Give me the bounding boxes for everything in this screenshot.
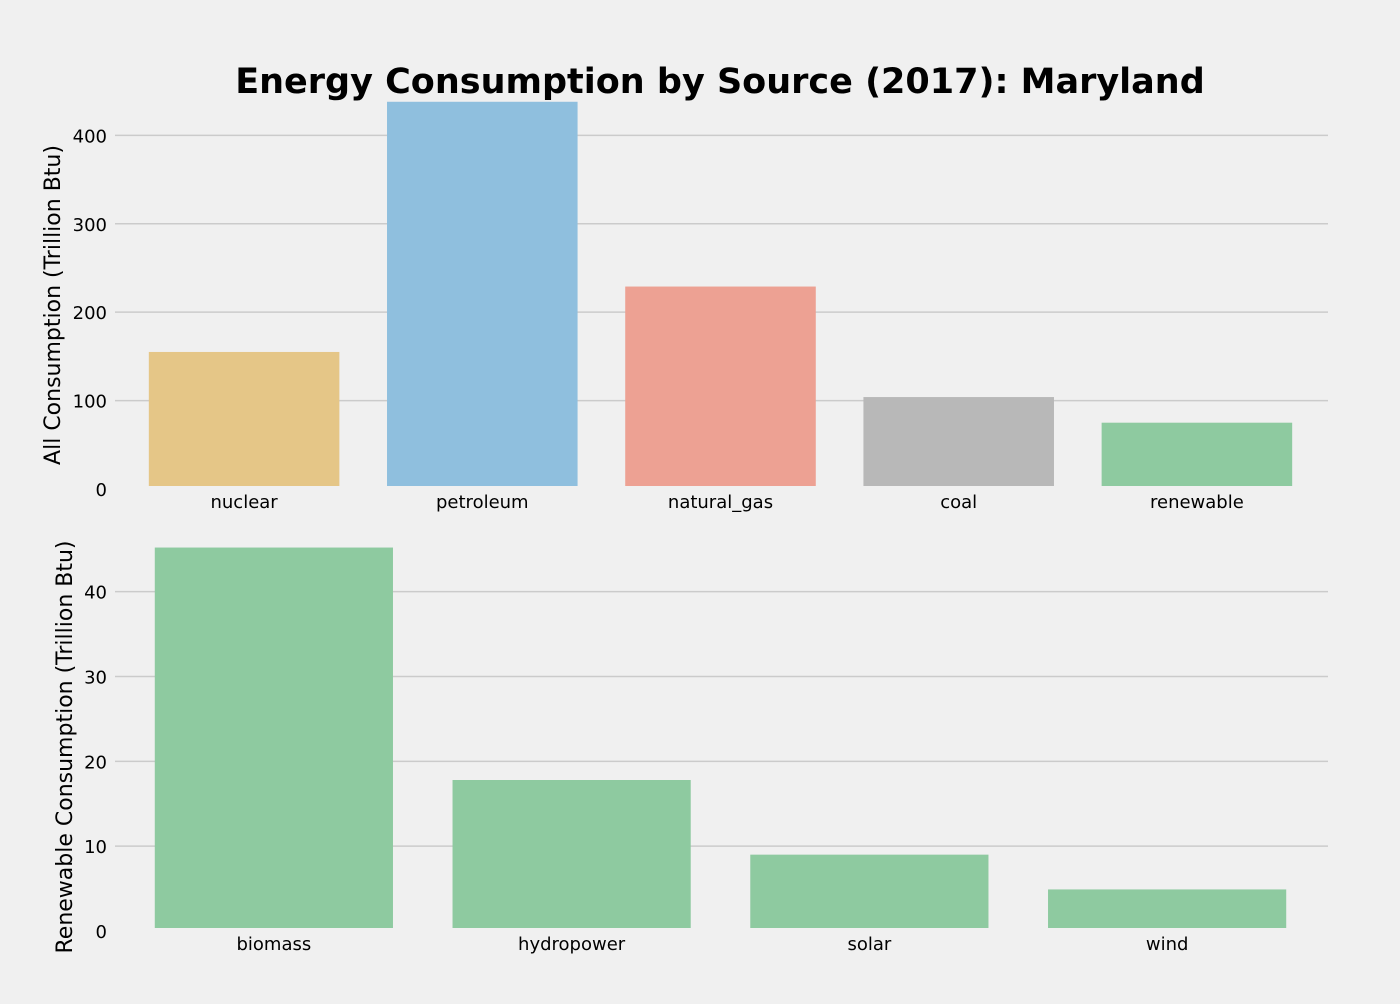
top-chart-x-tick-label: nuclear <box>210 492 278 513</box>
top-chart-bar-coal <box>863 397 1054 486</box>
top-chart-y-tick-label: 0 <box>96 480 107 501</box>
bottom-chart-y-axis-label: Renewable Consumption (Trillion Btu) <box>53 540 78 953</box>
top-chart-x-tick-label: renewable <box>1150 492 1244 513</box>
top-chart-bar-nuclear <box>148 351 340 486</box>
bottom-chart-x-tick-label: biomass <box>236 934 311 955</box>
top-chart-bar-natural_gas <box>625 286 816 486</box>
top-chart-panel: 0 100 200 300 400 nuclear petroleum natural_gas… <box>73 101 1328 513</box>
top-chart-x-tick-label: natural_gas <box>668 492 773 513</box>
top-chart-x-tick-label: petroleum <box>436 492 529 513</box>
bottom-chart-x-tick-label: wind <box>1146 934 1189 955</box>
top-chart-y-tick-label: 200 <box>73 303 107 324</box>
top-chart-y-tick-label: 300 <box>73 215 107 236</box>
chart-title: Energy Consumption by Source (2017): Mar… <box>235 62 1205 102</box>
top-chart-y-tick-label: 100 <box>73 392 107 413</box>
bottom-chart-x-tick-label: hydropower <box>518 934 626 955</box>
bottom-chart-y-tick-label: 20 <box>84 752 107 773</box>
bottom-chart-y-tick-label: 40 <box>84 583 107 604</box>
bottom-chart-x-tick-label: solar <box>847 934 891 955</box>
bottom-chart-bar-biomass <box>154 547 393 928</box>
top-chart-y-axis-label: All Consumption (Trillion Btu) <box>41 145 66 465</box>
bottom-chart-y-tick-label: 10 <box>84 837 107 858</box>
top-chart-bar-renewable <box>1101 422 1293 486</box>
top-chart-x-tick-label: coal <box>940 492 977 513</box>
bottom-chart-y-tick-label: 30 <box>84 667 107 688</box>
bottom-chart-bar-solar <box>750 854 989 928</box>
top-chart-bar-petroleum <box>387 101 578 486</box>
bottom-chart-y-tick-label: 0 <box>96 922 107 943</box>
bottom-chart-bar-hydropower <box>452 779 691 928</box>
bottom-chart-bar-wind <box>1048 889 1287 928</box>
bottom-chart-panel: 0 10 20 30 40 biomass hydropower solar wind <box>84 547 1328 955</box>
top-chart-y-tick-label: 400 <box>73 126 107 147</box>
